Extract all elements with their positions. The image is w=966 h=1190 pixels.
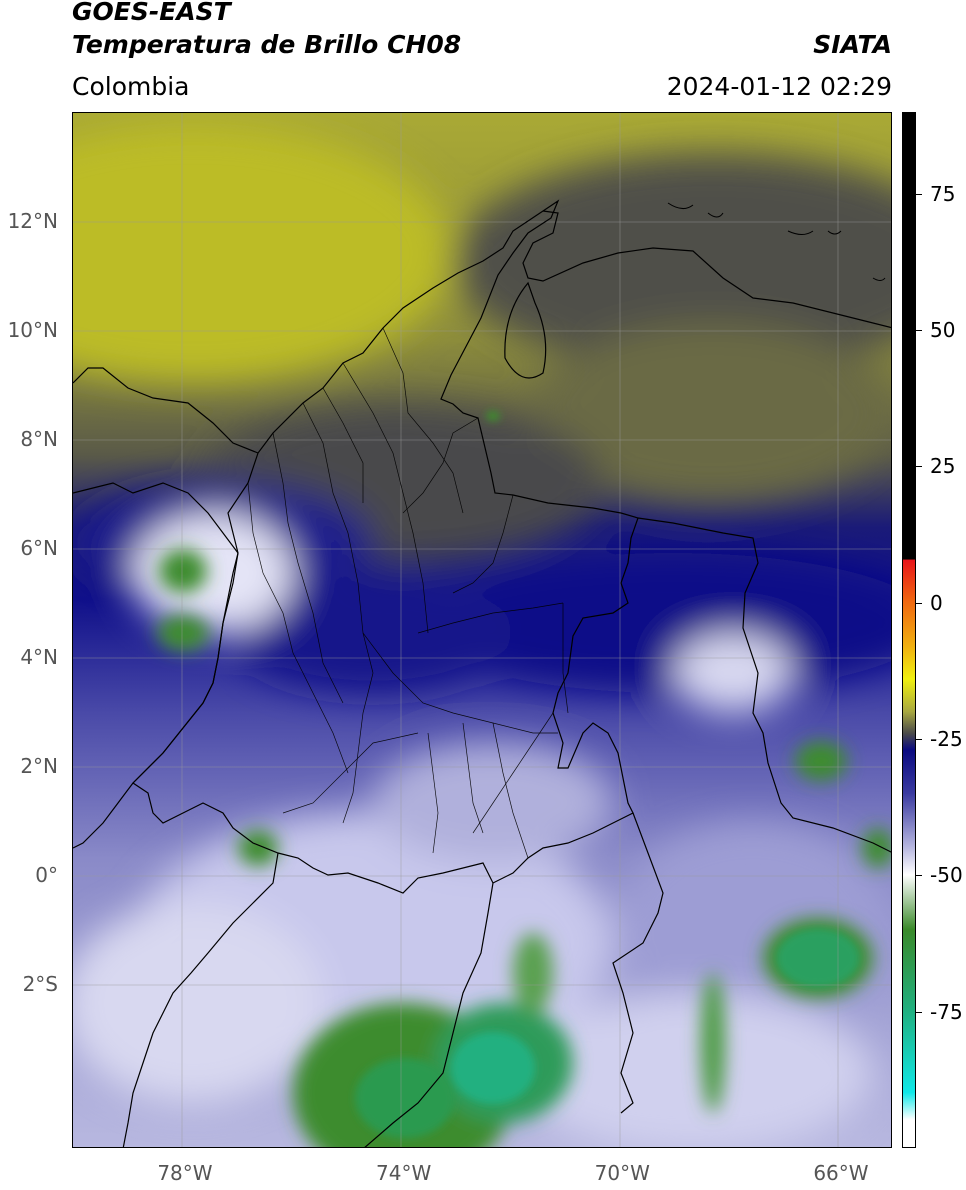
- region-label: Colombia: [72, 72, 190, 101]
- ecuador-coast: [73, 782, 134, 849]
- cloud-area: [133, 513, 293, 633]
- colorbar-tick-label: -50: [930, 863, 963, 888]
- lon-tick-label: 66°W: [813, 1161, 869, 1185]
- brazil-border: [612, 812, 664, 1114]
- colorbar: [902, 112, 916, 1148]
- moist-band: [233, 573, 513, 693]
- pacific-coast: [132, 552, 239, 784]
- colorbar-tick-mark: [916, 739, 922, 741]
- core-highlight: [776, 928, 860, 988]
- lon-tick-label: 70°W: [594, 1161, 650, 1185]
- cloud-area: [673, 633, 793, 713]
- lat-tick-label: 6°N: [20, 536, 58, 561]
- convective-core: [157, 615, 209, 651]
- datetime-label: 2024-01-12 02:29: [666, 72, 892, 101]
- product-title: Temperatura de Brillo CH08: [72, 30, 462, 59]
- satellite-title: GOES-EAST: [72, 0, 231, 26]
- core-highlight: [355, 1058, 455, 1138]
- colorbar-tick-mark: [916, 330, 922, 332]
- lat-tick-label: 12°N: [7, 209, 58, 234]
- cloud-area: [513, 993, 873, 1147]
- colorbar-tick-mark: [916, 1011, 922, 1013]
- colorbar-tick-mark: [916, 193, 922, 195]
- colorbar-tick-mark: [916, 602, 922, 604]
- dry-area: [453, 153, 891, 373]
- panama-south: [73, 482, 239, 554]
- lon-tick-label: 74°W: [376, 1161, 432, 1185]
- core-highlights: [355, 411, 860, 1138]
- convective-core: [795, 741, 847, 781]
- dry-area: [73, 123, 453, 383]
- colorbar-tick-mark: [916, 466, 922, 468]
- lat-tick-label: 4°N: [20, 645, 58, 670]
- lat-tick-label: 0°: [35, 863, 58, 888]
- colorbar-tick-label: -25: [930, 727, 963, 752]
- venezuela-coast: [522, 210, 891, 329]
- map-panel[interactable]: [72, 112, 892, 1148]
- ecuador-border: [122, 852, 279, 1147]
- dry-area: [533, 323, 891, 503]
- colorbar-tick-label: 50: [930, 318, 956, 343]
- colorbar-tick-label: -75: [930, 999, 963, 1024]
- lon-tick-label: 78°W: [157, 1161, 213, 1185]
- core-highlight: [486, 411, 500, 421]
- lat-tick-label: 2°N: [20, 754, 58, 779]
- borders: [73, 199, 891, 1147]
- colorbar-tick-label: 25: [930, 454, 956, 479]
- convective-core: [238, 830, 278, 866]
- venezuela-border: [637, 517, 891, 853]
- panama-coast: [73, 367, 259, 454]
- convective-core: [513, 933, 553, 1013]
- colorbar-tick-mark: [916, 875, 922, 877]
- brightness-temperature-map: [73, 113, 891, 1147]
- convective-core: [701, 973, 725, 1113]
- source-label: SIATA: [813, 30, 892, 59]
- colorbar-tick-label: 0: [930, 590, 943, 615]
- convective-core: [159, 549, 207, 593]
- lat-tick-label: 10°N: [7, 318, 58, 343]
- lat-tick-label: 8°N: [20, 427, 58, 452]
- islands: [667, 202, 886, 281]
- maracaibo-lake: [504, 281, 547, 379]
- lat-tick-label: 2°S: [22, 972, 58, 997]
- convective-core: [862, 828, 891, 868]
- core-highlight: [451, 1032, 535, 1104]
- colorbar-tick-label: 75: [930, 181, 956, 206]
- brazil-peru-border: [364, 882, 494, 1147]
- cloud-area: [73, 903, 323, 1103]
- department-borders: [247, 327, 569, 859]
